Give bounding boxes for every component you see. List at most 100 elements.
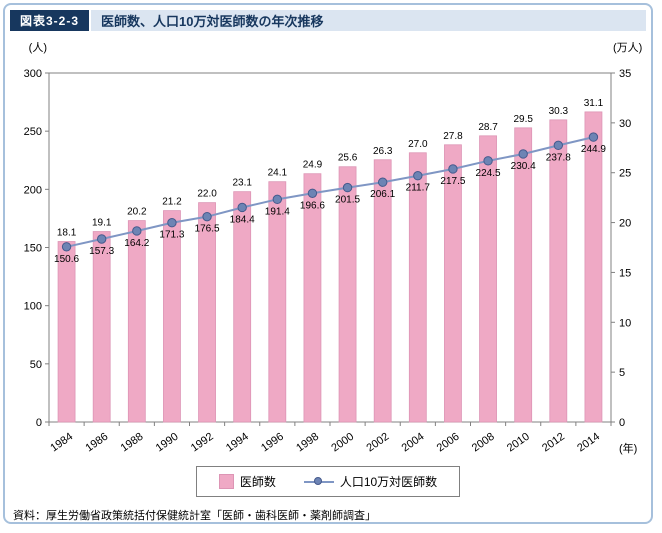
bar	[268, 181, 287, 423]
legend: 医師数 人口10万対医師数	[195, 466, 461, 497]
line-value-label: 164.2	[124, 238, 149, 249]
bar-value-label: 27.8	[443, 131, 463, 142]
x-axis-tick-label: 1994	[224, 431, 251, 455]
right-axis-tick-label: 10	[619, 317, 631, 329]
right-axis-unit-label: (万人)	[613, 41, 642, 54]
line-value-label: 217.5	[440, 176, 465, 187]
line-marker	[588, 132, 599, 142]
bar-value-label: 31.1	[584, 98, 604, 109]
line-series-swatch-icon	[303, 476, 334, 487]
right-axis-tick-label: 25	[619, 168, 631, 180]
line-value-label: 244.9	[581, 144, 606, 155]
line-marker	[167, 218, 177, 228]
line-value-label: 196.6	[300, 200, 325, 211]
right-axis-tick-label: 5	[619, 367, 625, 379]
x-axis-tick-label: 2008	[470, 431, 497, 455]
bar	[303, 173, 322, 423]
bar	[408, 152, 427, 423]
line-value-label: 176.5	[195, 224, 220, 235]
figure-number-badge: 図表3-2-3	[10, 10, 90, 31]
bar-value-label: 20.2	[127, 207, 147, 218]
line-marker	[132, 226, 142, 236]
line-marker	[61, 242, 72, 252]
x-axis-tick-label: 1986	[83, 431, 110, 455]
legend-label-bar-series: 医師数	[239, 475, 276, 489]
line-value-label: 206.1	[370, 189, 395, 200]
right-axis-tick-label: 0	[619, 417, 625, 429]
line-marker	[307, 188, 318, 198]
line-value-label: 157.3	[89, 246, 114, 257]
x-axis-tick-label: 1998	[294, 431, 321, 455]
bar-value-label: 22.0	[197, 189, 217, 200]
bar	[373, 159, 392, 423]
bar	[92, 231, 111, 423]
figure-frame: 図表3-2-3 医師数、人口10万対医師数の年次推移 0 50 100 150 200 2…	[3, 3, 653, 524]
bar	[127, 220, 146, 423]
line-marker	[377, 177, 388, 187]
line-marker	[448, 164, 458, 174]
x-axis-tick-label: 2006	[435, 431, 462, 455]
line-value-label: 224.5	[476, 168, 501, 179]
line-marker	[272, 194, 283, 205]
legend-item-bar-series: 医師数	[218, 473, 276, 490]
bar	[514, 127, 533, 423]
source-note: 資料：厚生労働省政策統括付保健統計室「医師・歯科医師・薬剤師調査」	[13, 510, 376, 522]
bar-value-label: 30.3	[549, 106, 569, 117]
bar	[549, 119, 568, 423]
left-axis-tick-label: 150	[24, 243, 42, 255]
left-axis-tick-label: 100	[24, 301, 42, 313]
x-axis-tick-label: 1996	[259, 431, 286, 455]
bar-value-label: 24.1	[268, 168, 288, 179]
line-value-label: 211.7	[406, 183, 431, 194]
legend-label-line-series: 人口10万対医師数	[339, 475, 438, 489]
legend-row: 医師数 人口10万対医師数	[5, 466, 651, 497]
line-marker	[342, 182, 353, 193]
line-value-label: 150.6	[54, 254, 79, 265]
bar	[57, 241, 76, 423]
left-axis-tick-label: 200	[24, 184, 42, 196]
bar	[479, 135, 497, 423]
bar	[584, 111, 603, 423]
line-value-label: 191.4	[265, 206, 290, 217]
line-marker	[518, 149, 528, 159]
bar	[444, 144, 462, 423]
line-marker	[553, 140, 564, 151]
right-axis-tick-label: 35	[619, 68, 631, 80]
line-marker	[483, 156, 493, 166]
line-series-path	[66, 136, 594, 248]
bar-value-label: 18.1	[57, 228, 77, 239]
x-axis-unit-label: (年)	[619, 441, 637, 455]
bar	[233, 191, 252, 423]
line-value-label: 171.3	[159, 230, 184, 241]
bar-value-label: 21.2	[162, 197, 182, 208]
right-axis-tick-label: 20	[619, 218, 631, 230]
left-axis-tick-label: 250	[24, 126, 42, 138]
line-value-label: 201.5	[335, 195, 360, 206]
x-axis-tick-label: 1990	[154, 431, 181, 455]
line-value-label: 184.4	[230, 214, 255, 225]
left-axis-tick-label: 50	[30, 359, 42, 371]
bar-value-label: 25.6	[338, 153, 358, 164]
left-axis-tick-label: 0	[36, 417, 42, 429]
x-axis-tick-label: 2010	[505, 431, 532, 455]
right-axis-tick-label: 15	[619, 267, 631, 279]
x-axis-tick-label: 1988	[119, 431, 146, 455]
bar-value-label: 26.3	[373, 146, 393, 157]
x-axis-tick-label: 1992	[189, 431, 216, 455]
right-axis-tick-label: 30	[619, 118, 631, 130]
line-marker	[237, 202, 247, 213]
bar-value-label: 24.9	[303, 160, 323, 171]
figure-title: 医師数、人口10万対医師数の年次推移	[91, 10, 646, 31]
chart: 0 50 100 150 200 250 300 0 5 10 15 20 25 30 35 (人) (万人) (…	[11, 35, 651, 464]
x-axis-tick-label: 1984	[48, 431, 75, 455]
line-value-label: 230.4	[511, 161, 536, 172]
bar-value-label: 29.5	[513, 114, 533, 125]
x-axis-tick-label: 2014	[575, 431, 602, 455]
bar-value-label: 23.1	[232, 178, 252, 189]
line-marker	[202, 211, 212, 222]
bar-series-swatch-icon	[218, 474, 234, 489]
x-axis-tick-label: 2002	[364, 431, 391, 455]
line-marker	[96, 234, 107, 244]
bar	[338, 166, 357, 423]
figure-header: 図表3-2-3 医師数、人口10万対医師数の年次推移	[10, 10, 646, 31]
